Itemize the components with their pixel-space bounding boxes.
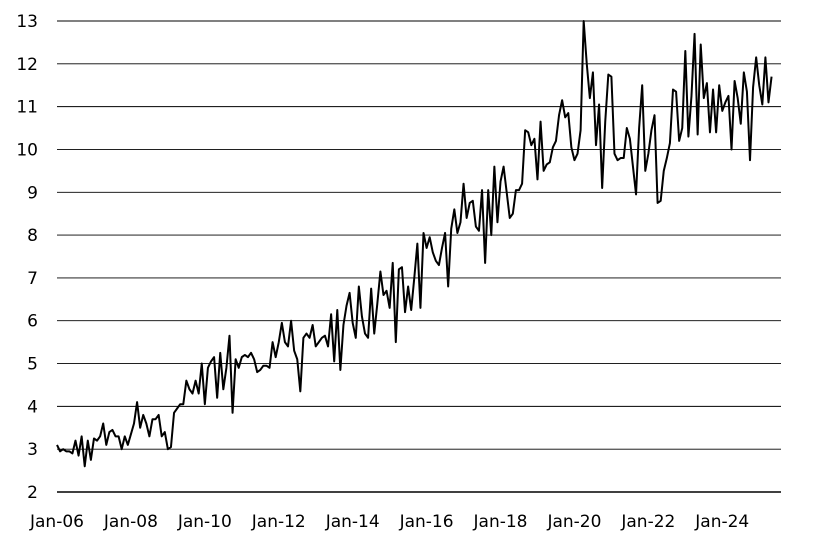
- y-tick-label: 10: [16, 140, 38, 160]
- y-tick-label: 7: [27, 269, 38, 289]
- x-axis-tick-labels: Jan-06 Jan-08 Jan-10 Jan-12 Jan-14 Jan-16 Jan-…: [29, 512, 749, 532]
- x-tick-label: Jan-10: [177, 512, 232, 532]
- y-tick-label: 13: [16, 12, 38, 32]
- y-tick-label: 6: [27, 312, 38, 332]
- y-tick-label: 5: [27, 355, 38, 375]
- x-tick-label: Jan-08: [103, 512, 158, 532]
- y-tick-label: 4: [27, 397, 38, 417]
- y-tick-label: 3: [27, 440, 38, 460]
- gridlines: [57, 20, 781, 450]
- x-tick-label: Jan-20: [546, 512, 601, 532]
- y-axis-tick-labels: 2 3 4 5 6 7 8 9 10 11 12 13: [16, 12, 38, 503]
- x-tick-label: Jan-14: [325, 512, 380, 532]
- y-tick-label: 12: [16, 55, 38, 75]
- x-tick-label: Jan-06: [29, 512, 84, 532]
- y-tick-label: 8: [27, 226, 38, 246]
- y-tick-label: 11: [16, 98, 38, 118]
- y-tick-label: 2: [27, 483, 38, 503]
- x-tick-label: Jan-16: [399, 512, 454, 532]
- x-tick-label: Jan-18: [473, 512, 528, 532]
- x-tick-label: Jan-22: [620, 512, 675, 532]
- x-tick-label: Jan-12: [251, 512, 306, 532]
- series-line: [56, 20, 773, 468]
- x-tick-label: Jan-24: [694, 512, 749, 532]
- y-tick-label: 9: [27, 183, 38, 203]
